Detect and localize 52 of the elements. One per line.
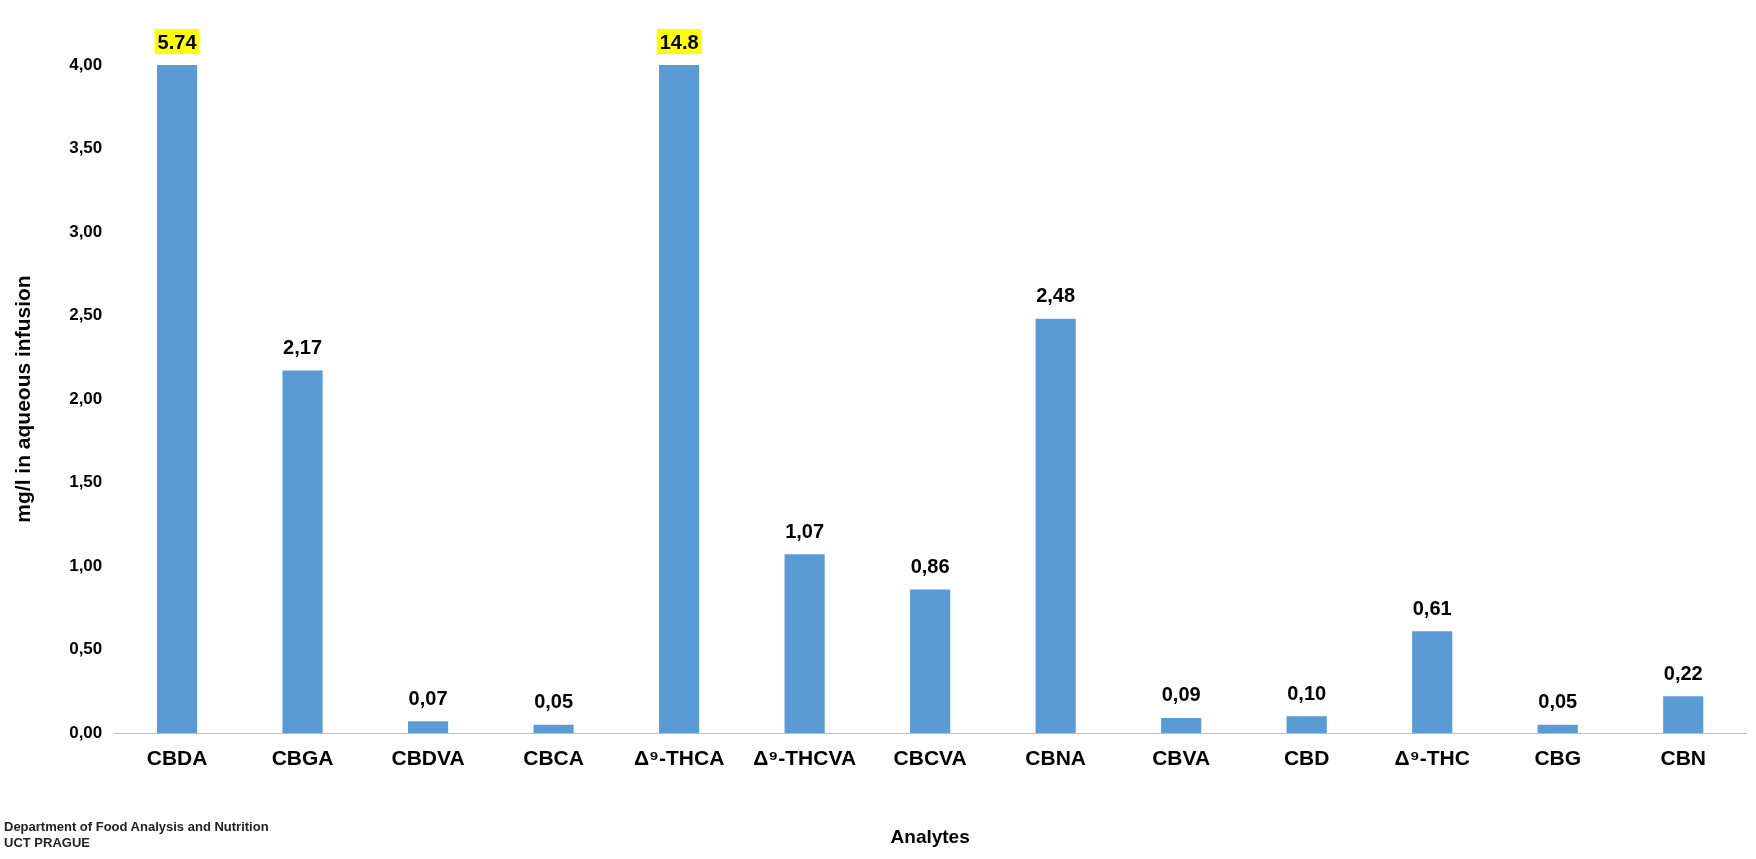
text: Department of Food Analysis and Nutrition: [4, 819, 269, 835]
bar: [533, 724, 574, 733]
x-tick-label: CBDVA: [391, 746, 465, 770]
bar: [1412, 631, 1453, 733]
bar: [1035, 318, 1076, 733]
y-tick-label: 0,50: [69, 639, 103, 659]
bar: [1537, 724, 1578, 733]
bar: [784, 554, 825, 733]
x-tick-label: Δ⁹-THCVA: [753, 746, 857, 770]
x-tick-label: CBGA: [271, 746, 334, 770]
text: UCT PRAGUE: [4, 835, 91, 851]
bar: [1161, 717, 1202, 733]
x-tick-label: CBCA: [523, 746, 584, 770]
x-tick-label: CBVA: [1152, 746, 1211, 770]
data-label: 1,07: [785, 519, 825, 542]
x-tick-label: CBG: [1534, 746, 1582, 770]
bar: [1663, 696, 1704, 733]
bar: [156, 65, 198, 733]
bar: [1286, 716, 1327, 733]
x-tick-label: Δ⁹-THCA: [633, 746, 725, 770]
data-label: 0,09: [1161, 683, 1201, 706]
x-tick-label: CBDA: [146, 746, 208, 770]
x-tick-label: Δ⁹-THC: [1394, 746, 1470, 770]
x-tick-label: CBNA: [1025, 746, 1086, 770]
annotation: 5.74: [157, 30, 198, 53]
y-tick-label: 3,50: [69, 138, 103, 158]
y-tick-label: 1,00: [69, 555, 103, 575]
y-tick-label: 2,50: [69, 305, 103, 325]
bar: [282, 370, 323, 733]
annotation: 14.8: [659, 30, 699, 53]
y-tick-label: 2,00: [69, 388, 103, 408]
x-tick-label: CBCVA: [893, 746, 967, 770]
y-tick-label: 1,50: [69, 472, 103, 492]
y-tick-label: 0,00: [69, 722, 103, 742]
data-label: 2,48: [1036, 284, 1076, 307]
bar: [408, 721, 449, 733]
data-label: 0,22: [1663, 661, 1703, 684]
y-tick-label: 3,00: [69, 221, 103, 241]
data-label: 0,10: [1287, 681, 1327, 704]
data-label: 0,07: [408, 686, 448, 709]
x-tick-label: CBN: [1660, 746, 1706, 770]
data-label: 0,05: [534, 690, 574, 713]
x-axis-title: Analytes: [890, 825, 970, 847]
bar: [659, 65, 700, 733]
data-label: 2,17: [283, 336, 323, 359]
x-tick-label: CBD: [1283, 746, 1330, 770]
data-label: 0,86: [910, 554, 950, 577]
y-tick-label: 4,00: [69, 54, 103, 74]
data-label: 0,05: [1538, 690, 1578, 713]
bar: [910, 589, 951, 733]
data-label: 0,61: [1412, 596, 1452, 619]
y-axis-title: mg/l in aqueous infusion: [11, 275, 35, 523]
